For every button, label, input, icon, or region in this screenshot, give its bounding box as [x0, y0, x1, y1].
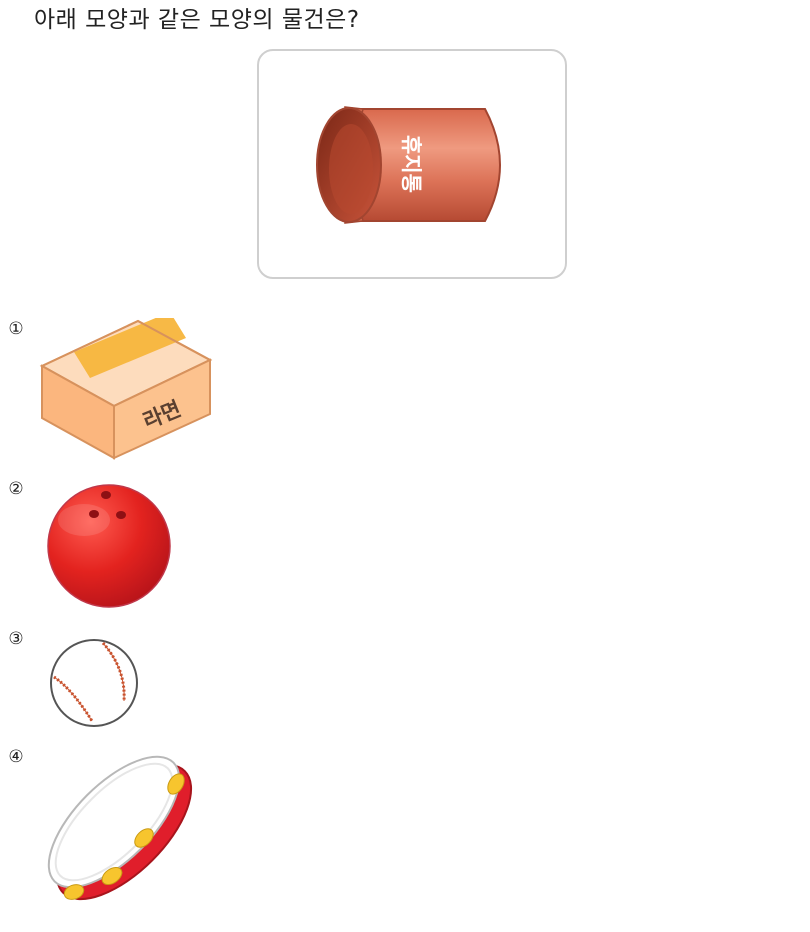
baseball-icon: [50, 639, 138, 727]
ramen-box-icon: 라면: [39, 318, 213, 460]
choice-number: ③: [8, 629, 24, 649]
choice-4[interactable]: ④: [0, 746, 240, 911]
tambourine-icon: [47, 755, 193, 901]
question-text: 아래 모양과 같은 모양의 물건은?: [34, 7, 360, 33]
choice-1[interactable]: ① 라면: [0, 318, 240, 468]
choice-number: ①: [8, 319, 24, 339]
choice-number: ②: [8, 479, 24, 499]
can-label: 휴지통: [399, 135, 423, 193]
choice-2[interactable]: ②: [0, 478, 240, 613]
choice-number: ④: [8, 747, 24, 767]
reference-image-frame: 휴지통: [257, 49, 567, 279]
bowling-ball-icon: [47, 484, 171, 608]
choice-3[interactable]: ③: [0, 628, 240, 728]
trash-can-icon: 휴지통: [316, 106, 501, 224]
